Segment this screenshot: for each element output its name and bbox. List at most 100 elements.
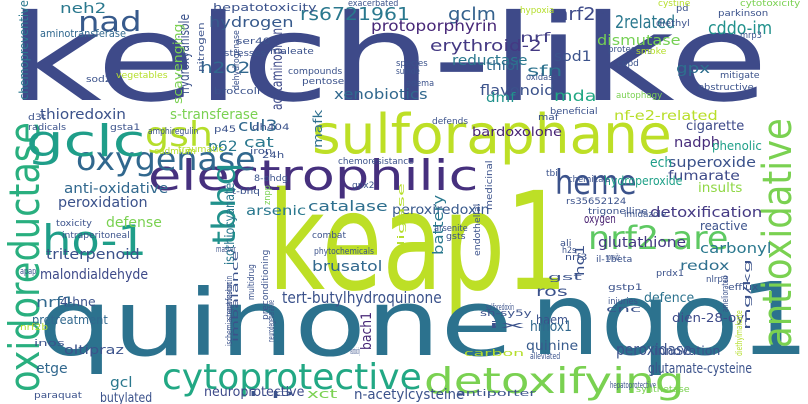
word: beneficial: [550, 107, 598, 117]
word: gst: [548, 273, 582, 283]
word: hepatoprotective: [610, 381, 657, 391]
word: defends: [432, 117, 469, 127]
word: alleviated: [530, 352, 561, 362]
word: pentose: [302, 77, 345, 87]
word: diethyl: [656, 19, 690, 29]
word: s-transferase: [170, 107, 259, 123]
word: amphiregulin: [148, 127, 199, 137]
word: innovation: [654, 344, 721, 358]
word: neh2: [60, 1, 107, 17]
word: broccoli: [214, 87, 261, 97]
word: etge: [36, 361, 68, 377]
word: carbon: [464, 349, 525, 359]
word: iron: [250, 147, 273, 157]
word: znpp: [263, 185, 273, 205]
word: erythroid-2: [430, 36, 542, 55]
word: anti-oxidative: [64, 181, 169, 197]
word: 8-ohdg: [254, 174, 288, 184]
word: n-acetylcysteine: [354, 387, 465, 403]
word: compounds: [288, 67, 343, 77]
word: cnc: [606, 305, 642, 315]
word: stresses: [224, 49, 266, 59]
word: autophagy: [616, 91, 663, 101]
word: sulfide: [396, 67, 420, 77]
word: keap1: [268, 164, 568, 322]
word: phytochemicals: [314, 247, 374, 257]
word: chemoresistance: [338, 157, 414, 167]
word: heme: [555, 163, 637, 203]
word: pretreatment: [32, 313, 108, 327]
word: maleate: [270, 47, 314, 57]
word: copd: [617, 59, 639, 69]
word: gstp1: [608, 283, 643, 293]
word: nad: [78, 5, 142, 38]
word: combat: [312, 231, 346, 241]
word: nrf: [520, 31, 551, 46]
word: neuroprotective: [204, 385, 305, 400]
word: xct: [307, 387, 338, 401]
word: phenolic: [712, 139, 762, 153]
word: species: [396, 59, 428, 69]
word: gsts: [446, 232, 466, 242]
word: ros: [536, 285, 568, 300]
word: fumarate: [668, 169, 740, 184]
word: antiporter: [456, 389, 536, 399]
word: reactive: [700, 219, 748, 233]
word: sod2: [86, 75, 112, 85]
word: dmf: [486, 91, 516, 106]
word: glutamate-cysteine: [648, 361, 752, 377]
word: gcl: [110, 375, 133, 391]
word: hmox1: [530, 319, 572, 335]
word: malondialdehyde: [40, 267, 149, 283]
word: peroxiredoxin: [392, 203, 490, 218]
word: preconditioning: [261, 249, 271, 320]
word: p62: [208, 139, 238, 155]
word: catalase: [308, 199, 388, 215]
word: insults: [698, 181, 743, 196]
word: vegetables: [116, 71, 168, 81]
word: cddo-im: [708, 18, 773, 39]
word: radicals: [28, 123, 67, 133]
word: hydroperoxide: [604, 174, 683, 188]
word: quinone: [38, 270, 513, 377]
word: antioxidative: [755, 118, 801, 348]
word: reductase: [452, 53, 528, 69]
word: h2s: [562, 246, 577, 256]
word: electrophilic: [148, 151, 479, 200]
word: gpx: [676, 61, 711, 77]
word: ameliorated: [721, 275, 731, 312]
word: oxygenase: [76, 140, 256, 178]
word: traumatic: [178, 145, 224, 155]
word: quinine: [526, 339, 579, 354]
word: glutathione: [598, 235, 687, 251]
word: cigarette: [686, 119, 745, 134]
word: neurotoxicity: [350, 347, 360, 357]
word: smoke: [636, 47, 667, 57]
word: brusatol: [312, 259, 383, 275]
word: pd: [676, 4, 689, 14]
word: intraperitoneal: [62, 231, 130, 241]
word: prdx1: [656, 269, 685, 279]
word: nrf2b: [20, 323, 49, 333]
word: cul3: [238, 116, 278, 135]
word: paraquat: [34, 391, 82, 401]
word: thiol: [486, 59, 520, 74]
word: protecting: [608, 45, 653, 55]
word: ech: [650, 155, 673, 171]
word: nrf2a: [556, 4, 608, 25]
word: arsenic: [246, 204, 307, 219]
word: peroxidase: [616, 340, 692, 359]
word: synthetase: [636, 385, 690, 395]
word: redox: [680, 259, 730, 274]
word: hydrogen: [209, 15, 294, 31]
word: edema: [406, 79, 435, 89]
word: butylated: [100, 391, 153, 404]
word: mitigate: [720, 71, 760, 81]
word: imbalance: [231, 250, 241, 342]
word: defense: [106, 215, 162, 231]
word: h2o2: [200, 58, 251, 77]
word: nitrogen: [197, 22, 207, 72]
word: chemopreventive: [17, 0, 31, 100]
word: imidazole: [624, 210, 667, 220]
word: xenobiotics: [334, 87, 428, 103]
